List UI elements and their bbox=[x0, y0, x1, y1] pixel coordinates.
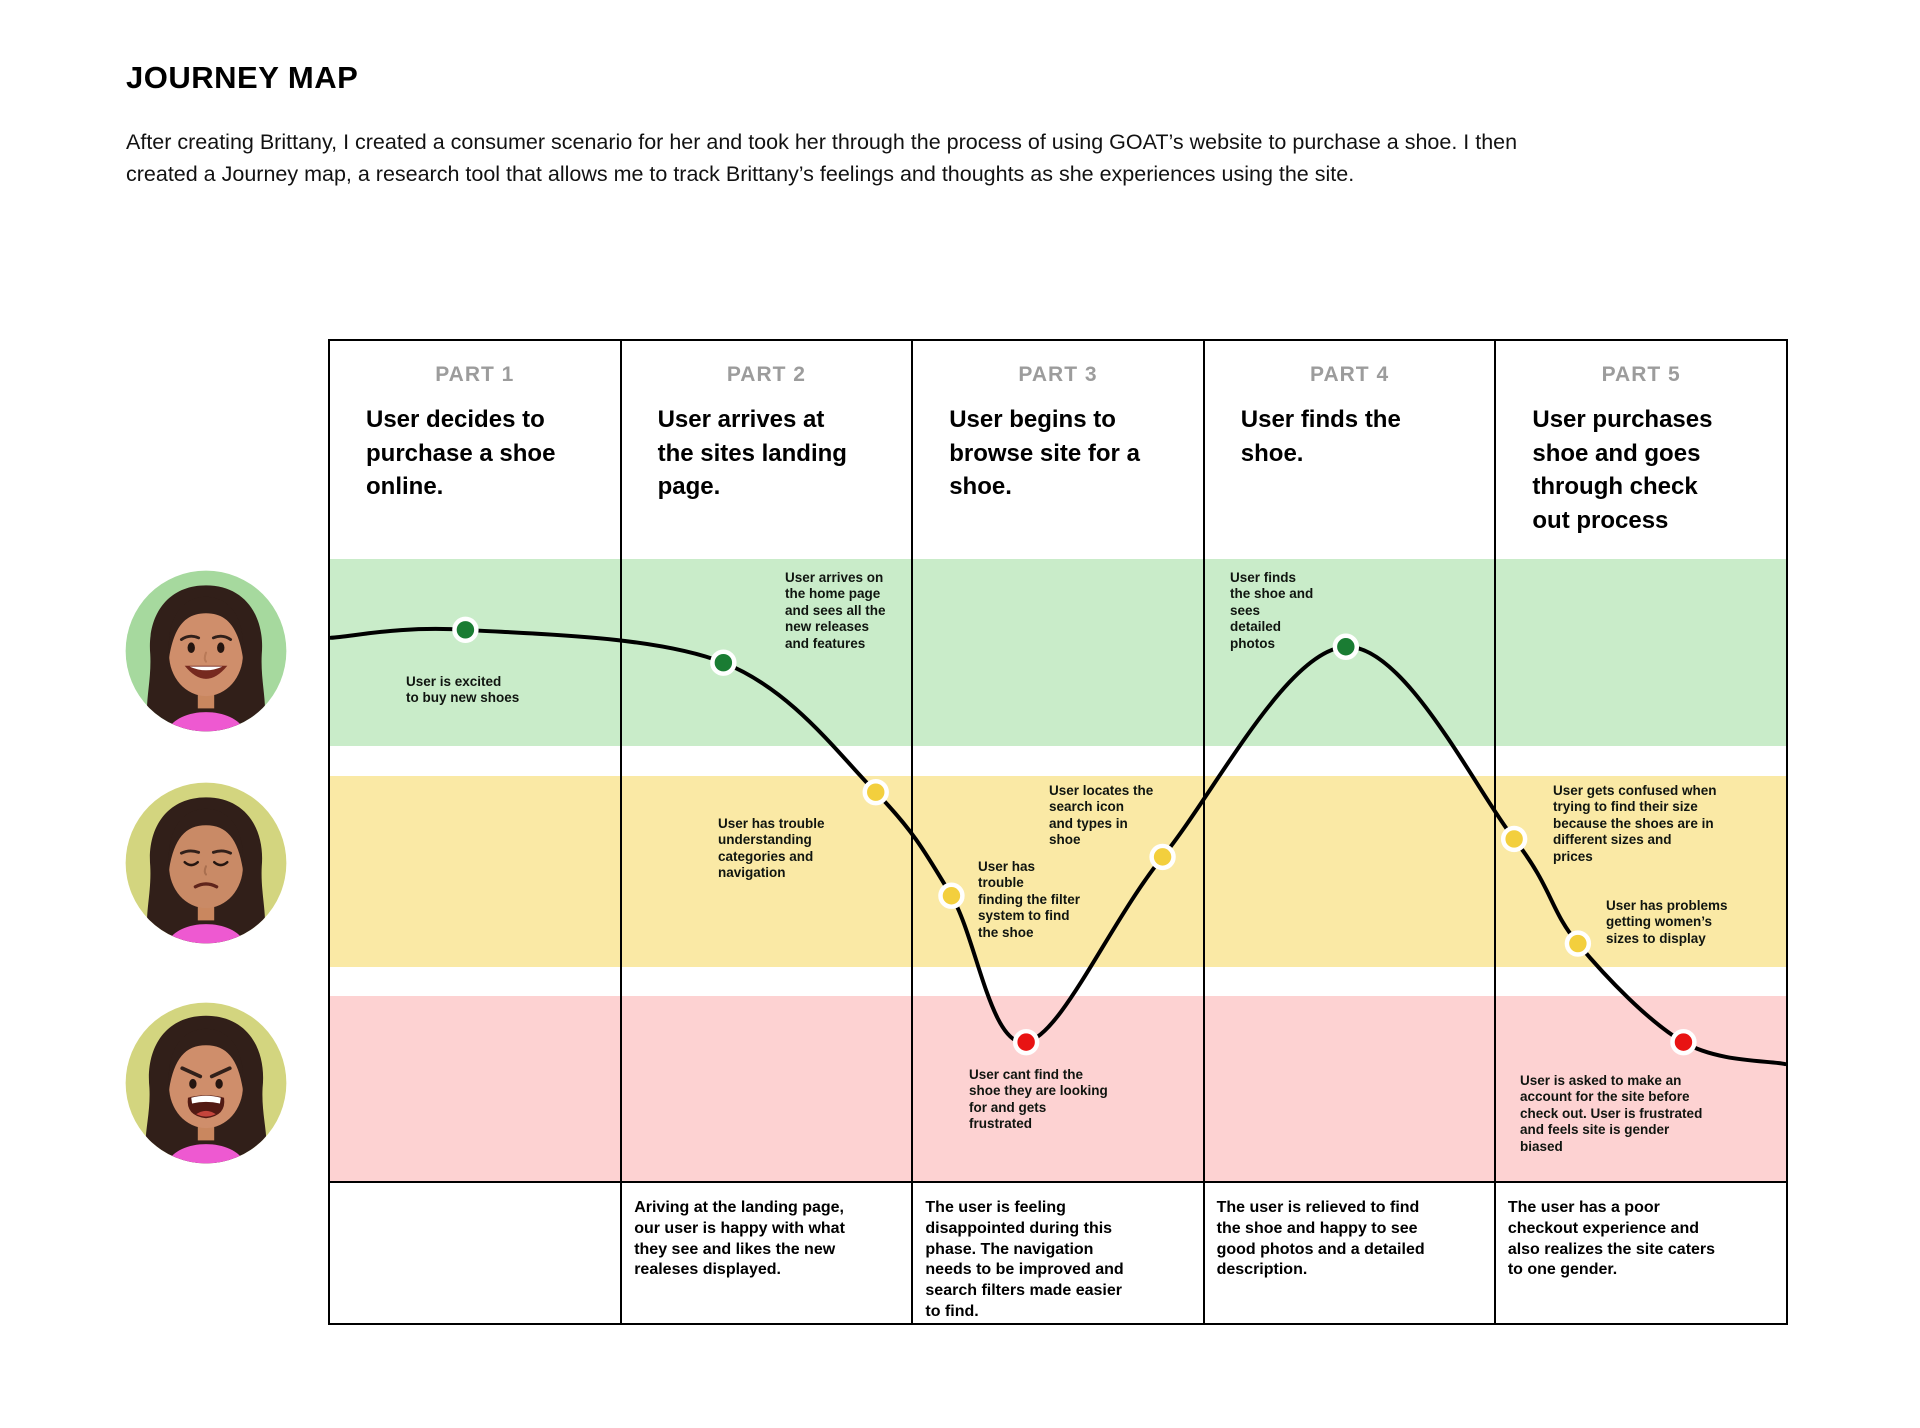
part-4-summary: The user is relieved to find the shoe an… bbox=[1216, 1199, 1425, 1279]
annotation-confused-sizes: User gets confused when trying to find t… bbox=[1553, 783, 1717, 864]
part-3-label: PART 3 bbox=[1018, 363, 1098, 386]
part-2-summary: Ariving at the landing page, our user is… bbox=[634, 1199, 845, 1279]
part-5-label: PART 5 bbox=[1601, 363, 1681, 386]
page-title: JOURNEY MAP bbox=[126, 60, 359, 95]
part-5-summary: The user has a poor checkout experience … bbox=[1507, 1199, 1716, 1279]
annotation-finds-shoe: User finds the shoe and sees detailed ph… bbox=[1230, 570, 1314, 651]
persona-avatar-angry bbox=[125, 1002, 287, 1164]
persona-avatar-happy bbox=[125, 570, 287, 732]
column-part-4: PART 4 User finds the shoe. bbox=[1205, 341, 1497, 1323]
part-4-label: PART 4 bbox=[1310, 363, 1390, 386]
phase-columns: PART 1 User decides to purchase a shoe o… bbox=[330, 341, 1786, 1323]
column-part-1: PART 1 User decides to purchase a shoe o… bbox=[330, 341, 622, 1323]
annotation-trouble-filter: User has trouble finding the filter syst… bbox=[978, 859, 1080, 940]
part-1-headline: User decides to purchase a shoe online. bbox=[366, 406, 556, 501]
part-1-label: PART 1 bbox=[435, 363, 515, 386]
persona-avatar-displeased bbox=[125, 782, 287, 944]
annotation-arrives-home: User arrives on the home page and sees a… bbox=[785, 570, 886, 651]
annotation-cant-find-shoe: User cant find the shoe they are looking… bbox=[969, 1067, 1108, 1132]
part-2-headline: User arrives at the sites landing page. bbox=[657, 406, 847, 501]
annotation-womens-sizes: User has problems getting women’s sizes … bbox=[1606, 898, 1728, 946]
annotation-trouble-categories: User has trouble understanding categorie… bbox=[718, 816, 825, 881]
part-4-headline: User finds the shoe. bbox=[1240, 406, 1401, 467]
journey-map-grid: PART 1 User decides to purchase a shoe o… bbox=[328, 339, 1788, 1325]
column-part-5: PART 5 User purchases shoe and goes thro… bbox=[1496, 341, 1786, 1323]
annotation-excited: User is excited to buy new shoes bbox=[406, 674, 520, 706]
part-3-headline: User begins to browse site for a shoe. bbox=[949, 406, 1140, 501]
summary-row: Ariving at the landing page, our user is… bbox=[330, 1181, 1786, 1323]
part-1-summary bbox=[330, 1183, 621, 1323]
part-5-headline: User purchases shoe and goes through che… bbox=[1532, 406, 1713, 534]
annotation-account-required: User is asked to make an account for the… bbox=[1520, 1073, 1703, 1154]
annotation-locates-search: User locates the search icon and types i… bbox=[1049, 783, 1154, 848]
intro-paragraph: After creating Brittany, I created a con… bbox=[126, 130, 1518, 187]
part-3-summary: The user is feeling disappointed during … bbox=[925, 1199, 1124, 1320]
part-2-label: PART 2 bbox=[726, 363, 806, 386]
